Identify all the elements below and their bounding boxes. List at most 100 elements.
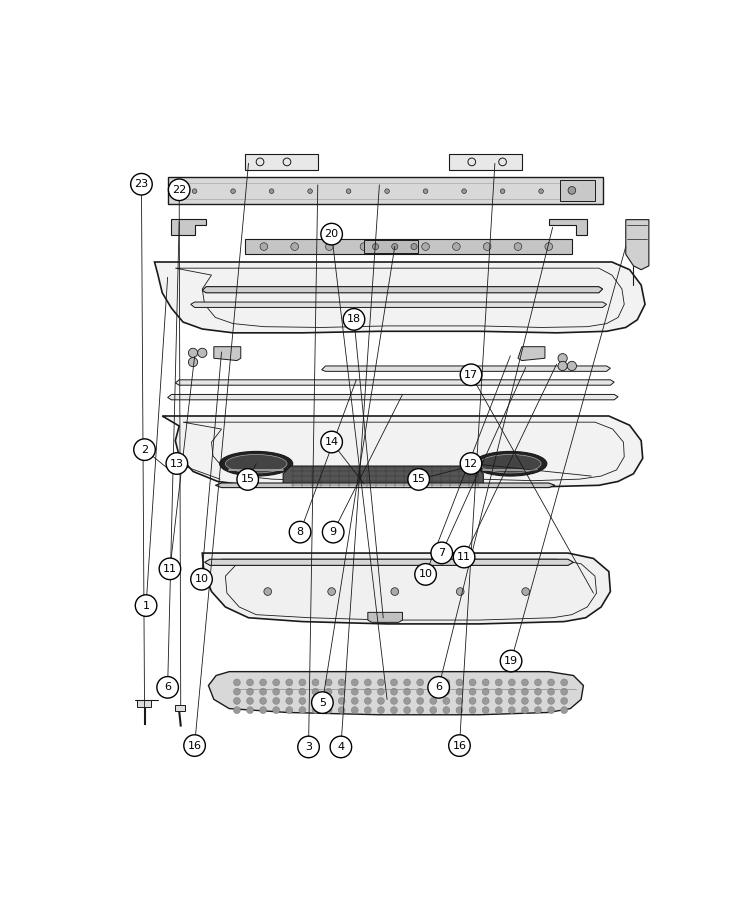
FancyBboxPatch shape — [364, 240, 418, 253]
Text: 10: 10 — [419, 570, 433, 580]
Circle shape — [273, 698, 279, 705]
Circle shape — [430, 679, 436, 686]
Circle shape — [453, 243, 460, 250]
Circle shape — [411, 244, 417, 249]
Circle shape — [365, 679, 371, 686]
Circle shape — [338, 698, 345, 705]
Circle shape — [338, 706, 345, 714]
Circle shape — [404, 679, 411, 686]
Circle shape — [469, 698, 476, 705]
Polygon shape — [283, 466, 483, 487]
Polygon shape — [202, 286, 602, 292]
Circle shape — [233, 679, 240, 686]
Circle shape — [237, 469, 259, 491]
Polygon shape — [202, 554, 611, 624]
Circle shape — [469, 679, 476, 686]
Polygon shape — [518, 346, 545, 361]
Polygon shape — [245, 238, 572, 255]
Circle shape — [392, 244, 398, 249]
Circle shape — [233, 688, 240, 695]
Circle shape — [456, 588, 464, 596]
Text: 1: 1 — [142, 600, 150, 610]
Polygon shape — [176, 380, 614, 385]
Circle shape — [430, 706, 436, 714]
Circle shape — [328, 588, 336, 596]
Circle shape — [495, 688, 502, 695]
Circle shape — [508, 698, 515, 705]
Circle shape — [456, 706, 463, 714]
Circle shape — [416, 706, 424, 714]
Circle shape — [456, 688, 463, 695]
Circle shape — [534, 688, 542, 695]
Text: 23: 23 — [134, 179, 148, 189]
Circle shape — [443, 706, 450, 714]
Circle shape — [351, 679, 358, 686]
Circle shape — [431, 542, 453, 563]
Polygon shape — [208, 671, 583, 715]
Circle shape — [548, 706, 554, 714]
Circle shape — [558, 361, 568, 371]
Polygon shape — [176, 268, 624, 328]
Circle shape — [534, 706, 542, 714]
Circle shape — [456, 679, 463, 686]
Polygon shape — [167, 394, 618, 400]
Circle shape — [548, 679, 554, 686]
Circle shape — [299, 688, 306, 695]
Circle shape — [377, 706, 385, 714]
Circle shape — [299, 679, 306, 686]
Circle shape — [159, 558, 181, 580]
Circle shape — [456, 698, 463, 705]
Circle shape — [259, 679, 267, 686]
Circle shape — [351, 688, 358, 695]
Circle shape — [259, 706, 267, 714]
Circle shape — [422, 243, 430, 250]
Circle shape — [351, 698, 358, 705]
Circle shape — [230, 189, 236, 194]
Circle shape — [391, 679, 397, 686]
Circle shape — [289, 521, 310, 543]
Polygon shape — [222, 559, 597, 620]
Circle shape — [522, 688, 528, 695]
Circle shape — [299, 706, 306, 714]
Circle shape — [391, 706, 397, 714]
Circle shape — [312, 688, 319, 695]
Circle shape — [133, 439, 156, 461]
Circle shape — [508, 688, 515, 695]
Circle shape — [539, 189, 543, 194]
Circle shape — [260, 243, 268, 250]
Circle shape — [522, 706, 528, 714]
Circle shape — [443, 688, 450, 695]
Circle shape — [415, 563, 436, 585]
Circle shape — [391, 243, 399, 250]
Circle shape — [428, 677, 450, 698]
Circle shape — [290, 243, 299, 250]
Polygon shape — [322, 366, 611, 372]
Circle shape — [416, 698, 424, 705]
Circle shape — [259, 698, 267, 705]
Circle shape — [430, 688, 436, 695]
Circle shape — [247, 706, 253, 714]
Circle shape — [391, 698, 397, 705]
Circle shape — [482, 698, 489, 705]
Circle shape — [534, 679, 542, 686]
Circle shape — [286, 688, 293, 695]
Circle shape — [430, 698, 436, 705]
Text: 16: 16 — [453, 741, 466, 751]
Circle shape — [495, 698, 502, 705]
Circle shape — [192, 189, 197, 194]
Circle shape — [482, 688, 489, 695]
Text: 9: 9 — [330, 527, 336, 537]
Text: 4: 4 — [337, 742, 345, 751]
Circle shape — [286, 706, 293, 714]
Ellipse shape — [225, 454, 287, 473]
Text: 19: 19 — [504, 656, 518, 666]
Circle shape — [136, 595, 157, 616]
Circle shape — [273, 679, 279, 686]
Circle shape — [377, 698, 385, 705]
Text: 12: 12 — [464, 458, 478, 469]
Circle shape — [482, 679, 489, 686]
Circle shape — [548, 698, 554, 705]
Circle shape — [321, 431, 342, 453]
Ellipse shape — [473, 452, 547, 476]
Circle shape — [325, 698, 332, 705]
